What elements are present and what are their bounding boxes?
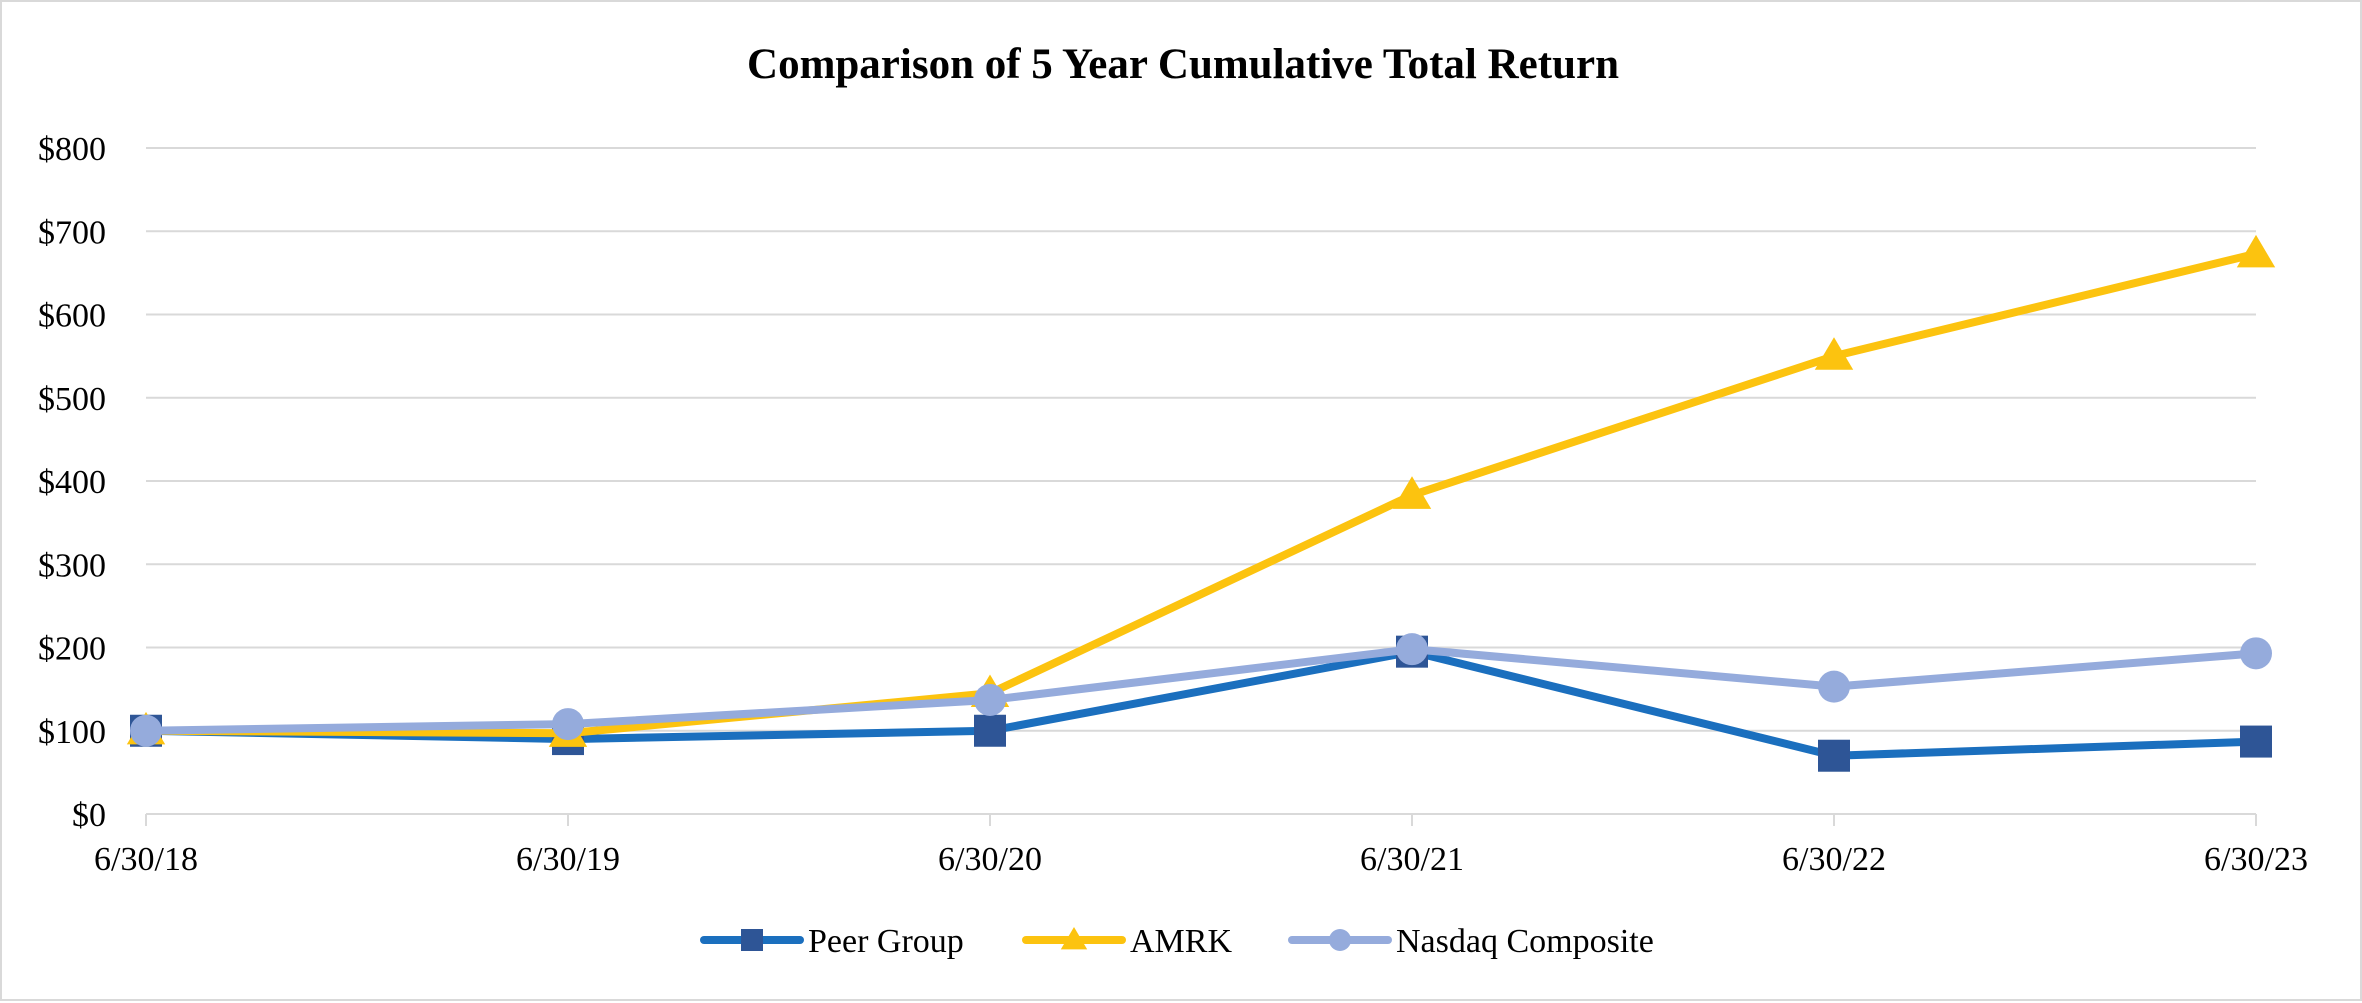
- y-tick-label: $600: [38, 298, 106, 335]
- data-point-nasdaq-composite: [974, 683, 1006, 716]
- series-group: [126, 234, 2276, 772]
- series-amrk: [126, 234, 2276, 747]
- x-tick-label: 6/30/22: [1782, 841, 1886, 878]
- legend-label: Nasdaq Composite: [1396, 923, 1654, 960]
- legend: Peer Group AMRK Nasdaq Composite: [700, 923, 1654, 960]
- data-point-amrk: [1814, 337, 1854, 370]
- data-point-peer-group: [1818, 739, 1850, 772]
- y-tick-label: $800: [38, 131, 106, 168]
- y-axis-tick-labels: $0 $100 $200 $300 $400 $500 $600 $700 $800: [38, 131, 106, 834]
- series-line-amrk: [142, 249, 2260, 738]
- data-point-nasdaq-composite: [1818, 670, 1850, 703]
- legend-item-amrk: AMRK: [1022, 923, 1232, 960]
- x-tick-label: 6/30/23: [2204, 841, 2308, 878]
- chart-title: Comparison of 5 Year Cumulative Total Re…: [747, 41, 1619, 88]
- x-tick-label: 6/30/19: [516, 841, 620, 878]
- legend-label: AMRK: [1130, 923, 1232, 960]
- y-tick-label: $300: [38, 547, 106, 584]
- y-tick-label: $400: [38, 464, 106, 501]
- data-point-nasdaq-composite: [1396, 633, 1428, 666]
- data-point-nasdaq-composite: [552, 708, 584, 741]
- legend-marker: [1060, 927, 1088, 950]
- data-point-nasdaq-composite: [130, 714, 162, 747]
- y-tick-label: $0: [72, 797, 106, 834]
- y-tick-label: $200: [38, 631, 106, 668]
- series-line-nasdaq-composite: [142, 645, 2260, 735]
- y-tick-label: $500: [38, 381, 106, 418]
- legend-label: Peer Group: [808, 923, 964, 960]
- series-nasdaq-composite: [130, 633, 2272, 747]
- series-peer-group: [130, 635, 2272, 772]
- data-point-amrk: [1392, 476, 1432, 509]
- legend-item-nasdaq-composite: Nasdaq Composite: [1288, 923, 1654, 960]
- y-tick-label: $100: [38, 714, 106, 751]
- data-point-peer-group: [974, 714, 1006, 747]
- x-tick-label: 6/30/20: [938, 841, 1042, 878]
- legend-item-peer-group: Peer Group: [700, 923, 964, 960]
- data-point-peer-group: [2240, 725, 2272, 758]
- x-tick-label: 6/30/21: [1360, 841, 1464, 878]
- data-point-nasdaq-composite: [2240, 637, 2272, 670]
- legend-marker: [741, 929, 763, 951]
- gridlines: [146, 147, 2256, 815]
- x-tick-label: 6/30/18: [94, 841, 198, 878]
- y-tick-label: $700: [38, 214, 106, 251]
- data-point-amrk: [2236, 234, 2276, 268]
- legend-marker: [1329, 929, 1351, 951]
- series-line-peer-group: [142, 647, 2260, 760]
- x-axis: 6/30/18 6/30/19 6/30/20 6/30/21 6/30/22 6/30/…: [94, 814, 2308, 878]
